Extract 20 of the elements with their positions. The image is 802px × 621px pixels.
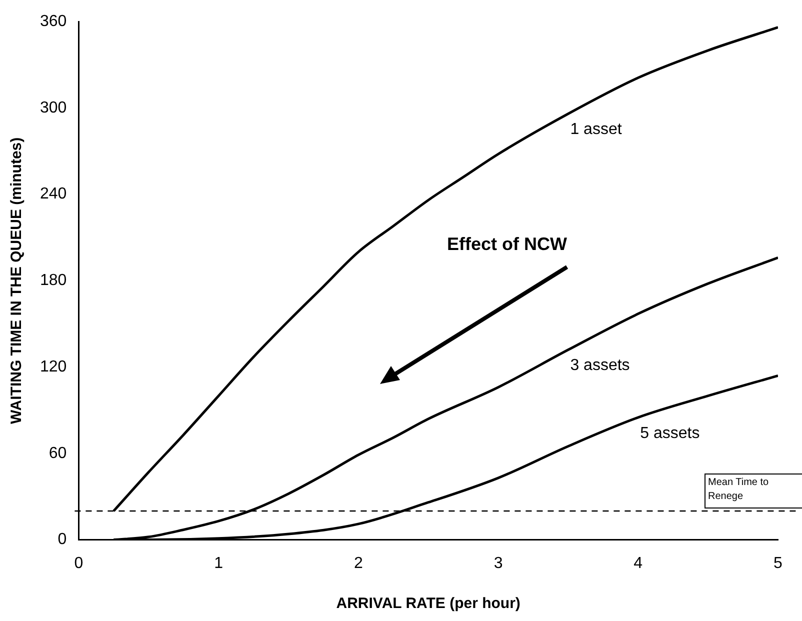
- x-axis-title: ARRIVAL RATE (per hour): [336, 595, 520, 612]
- y-tick-label: 180: [40, 272, 67, 290]
- y-tick-label: 240: [40, 186, 67, 203]
- x-tick-label: 2: [354, 554, 363, 572]
- ref-line-label: Mean Time to Renege: [708, 476, 770, 502]
- y-tick-label: 120: [40, 358, 67, 376]
- x-tick-label: 4: [634, 554, 643, 572]
- x-tick-label: 3: [494, 554, 503, 572]
- y-tick-label: 0: [58, 531, 67, 548]
- x-tick-label: 5: [774, 554, 783, 572]
- y-tick-label: 300: [40, 99, 67, 116]
- y-tick-label: 60: [48, 444, 67, 462]
- series-label: 1 asset: [570, 121, 622, 138]
- x-tick-label: 0: [74, 554, 84, 572]
- annotation: Effect of NCW: [447, 234, 567, 255]
- series-label: 3 assets: [570, 357, 630, 374]
- x-tick-label: 1: [214, 554, 224, 572]
- y-axis-title: WAITING TIME IN THE QUEUE (minutes): [8, 137, 26, 424]
- series-label: 5 assets: [640, 424, 700, 442]
- y-tick-label: 360: [40, 13, 67, 30]
